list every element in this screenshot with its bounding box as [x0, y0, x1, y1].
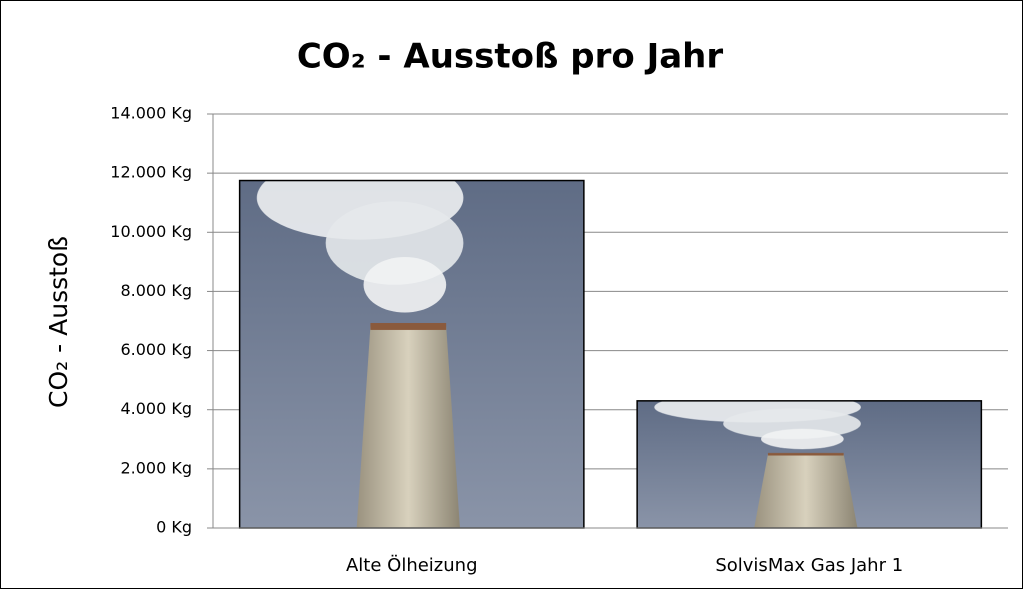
y-tick-label: 14.000 Kg [110, 104, 192, 123]
x-tick-label: Alte Ölheizung [346, 554, 478, 576]
bar [240, 181, 584, 528]
chart-title: CO₂ - Ausstoß pro Jahr [297, 37, 724, 77]
y-tick-label: 8.000 Kg [120, 281, 192, 300]
chart: CO₂ - Ausstoß pro Jahr CO₂ - Ausstoß 0 K… [0, 0, 1023, 589]
y-tick-label: 6.000 Kg [120, 340, 192, 359]
y-tick-label: 2.000 Kg [120, 458, 192, 477]
y-tick-label: 10.000 Kg [110, 222, 192, 241]
y-tick-label: 12.000 Kg [110, 163, 192, 182]
x-tick-label: SolvisMax Gas Jahr 1 [715, 555, 903, 576]
bar [637, 401, 981, 528]
y-axis-label: CO₂ - Ausstoß [44, 236, 73, 408]
y-tick-label: 4.000 Kg [120, 399, 192, 418]
y-tick-label: 0 Kg [156, 518, 192, 537]
